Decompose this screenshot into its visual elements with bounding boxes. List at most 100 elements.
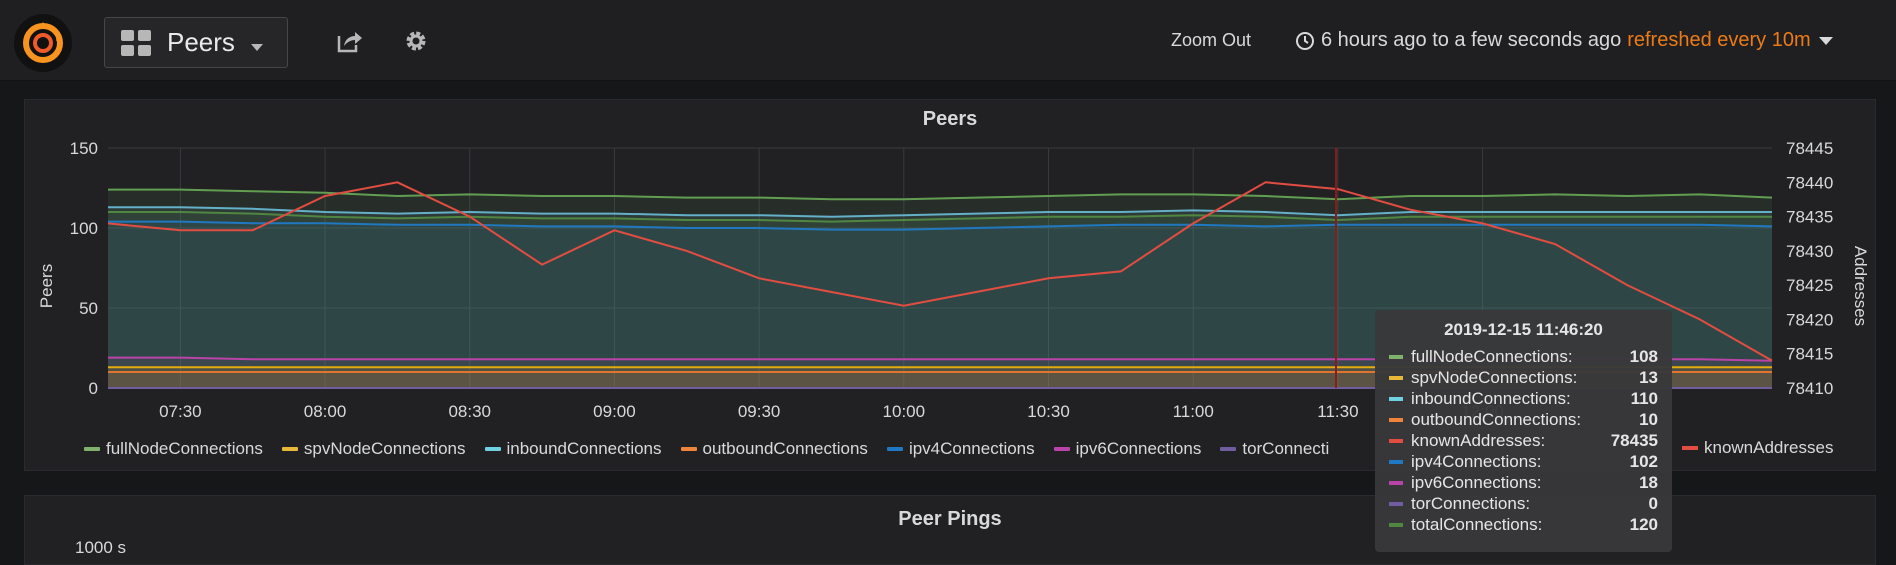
tooltip-series-name: ipv4Connections: — [1411, 451, 1542, 471]
series-tooltip: 2019-12-15 11:46:20 fullNodeConnections:… — [1375, 310, 1672, 552]
legend-item-torConnecti[interactable]: torConnecti — [1220, 438, 1329, 460]
tooltip-swatch — [1389, 375, 1403, 380]
tooltip-row: knownAddresses: 78435 — [1389, 430, 1658, 451]
legend-label: spvNodeConnections — [303, 439, 466, 458]
y-tick-label: 1000 s — [75, 538, 127, 557]
series-area-fullNodeConnections — [108, 189, 1772, 388]
time-range-label: 6 hours ago to a few seconds ago — [1321, 29, 1622, 51]
y2-tick-label: 78430 — [1786, 242, 1833, 261]
series-line-inboundConnections — [108, 206, 1772, 218]
series-line-fullNodeConnections — [108, 188, 1773, 201]
legend-swatch — [680, 447, 697, 451]
tooltip-series-value: 18 — [1639, 472, 1658, 492]
dashboard-title: Peers — [167, 27, 235, 57]
tooltip-series-name: knownAddresses: — [1411, 430, 1546, 450]
tooltip-swatch — [1389, 417, 1403, 422]
series-line-totalConnections — [108, 211, 1772, 223]
legend-swatch — [484, 447, 501, 451]
tooltip-series-value: 110 — [1630, 388, 1658, 408]
tooltip-series-value: 120 — [1629, 514, 1658, 534]
tooltip-series-value: 13 — [1639, 367, 1658, 387]
legend-label: torConnecti — [1242, 439, 1330, 458]
gear-icon[interactable] — [401, 26, 431, 56]
legend-item-ipv6Connections[interactable]: ipv6Connections — [1053, 438, 1202, 460]
x-tick-label: 07:30 — [159, 402, 202, 421]
y2-axis-label: Addresses — [1851, 246, 1870, 326]
legend-label: fullNodeConnections — [106, 439, 263, 458]
legend-label: ipv4Connections — [908, 439, 1035, 458]
grafana-logo-icon[interactable] — [14, 14, 72, 72]
time-range-picker[interactable]: 6 hours ago to a few seconds ago refresh… — [1295, 29, 1833, 52]
panel-title[interactable]: Peers — [922, 108, 978, 130]
legend-item-knownAddresses[interactable]: knownAddresses — [1682, 438, 1833, 458]
chart-legend: fullNodeConnections spvNodeConnections inb… — [84, 438, 1348, 460]
legend-swatch — [1053, 447, 1070, 451]
legend-swatch — [281, 447, 298, 451]
legend-swatch — [84, 447, 100, 451]
tooltip-series-value: 78435 — [1610, 430, 1658, 450]
y-tick-label: 50 — [79, 299, 98, 318]
series-area-outboundConnections — [108, 372, 1772, 388]
tooltip-series-value: 102 — [1629, 451, 1658, 471]
tooltip-swatch — [1389, 354, 1403, 359]
legend-label: ipv6Connections — [1075, 439, 1202, 458]
x-tick-label: 10:00 — [883, 402, 926, 421]
series-line-knownAddresses — [107, 181, 1773, 362]
tooltip-swatch — [1389, 459, 1403, 464]
dashboard-grid-icon — [121, 29, 151, 56]
y-tick-label: 0 — [89, 379, 98, 398]
tooltip-swatch — [1389, 480, 1403, 485]
legend-item-ipv4Connections[interactable]: ipv4Connections — [886, 438, 1035, 460]
tooltip-series-name: totalConnections: — [1411, 514, 1543, 534]
peers-chart[interactable]: 0501001507841078415784207842578430784357… — [0, 0, 1896, 551]
y2-tick-label: 78435 — [1786, 208, 1833, 227]
legend-item-spvNodeConnections[interactable]: spvNodeConnections — [281, 438, 466, 460]
tooltip-series-name: outboundConnections: — [1411, 409, 1582, 429]
x-tick-label: 11:00 — [1173, 402, 1214, 421]
tooltip-swatch — [1389, 438, 1403, 443]
caret-down-icon — [1818, 36, 1833, 45]
panel-title[interactable]: Peer Pings — [898, 508, 1002, 530]
tooltip-swatch — [1389, 522, 1403, 527]
tooltip-timestamp: 2019-12-15 11:46:20 — [1444, 320, 1603, 339]
tooltip-series-value: 0 — [1648, 493, 1658, 513]
tooltip-swatch — [1389, 396, 1403, 401]
y-tick-label: 150 — [70, 139, 98, 158]
y2-tick-label: 78425 — [1786, 276, 1833, 295]
y2-tick-label: 78440 — [1786, 173, 1833, 192]
refresh-interval-label: refreshed every 10m — [1627, 29, 1811, 51]
tooltip-swatch — [1389, 501, 1403, 506]
x-tick-label: 08:00 — [304, 402, 347, 421]
dashboard-picker-button[interactable]: Peers — [104, 17, 288, 68]
y2-tick-label: 78410 — [1786, 379, 1833, 398]
tooltip-series-value: 10 — [1639, 409, 1658, 429]
tooltip-row: totalConnections: 120 — [1389, 514, 1658, 535]
legend-swatch — [1682, 446, 1698, 450]
y2-tick-label: 78415 — [1786, 345, 1833, 364]
share-icon[interactable] — [334, 26, 364, 56]
legend-item-outboundConnections[interactable]: outboundConnections — [680, 438, 868, 460]
x-tick-label: 09:00 — [593, 402, 636, 421]
tooltip-row: spvNodeConnections: 13 — [1389, 367, 1658, 388]
legend-swatch — [886, 447, 903, 451]
y2-tick-label: 78420 — [1786, 310, 1833, 329]
legend-label: inboundConnections — [506, 439, 662, 458]
clock-icon — [1296, 31, 1314, 50]
series-area-totalConnections — [108, 212, 1772, 388]
top-navbar: Peers Zoom Out 6 hours ago to a few seco… — [0, 0, 1896, 81]
tooltip-series-name: fullNodeConnections: — [1411, 346, 1573, 366]
y-axis-label: Peers — [37, 264, 56, 308]
tooltip-series-name: torConnections: — [1411, 493, 1531, 513]
tooltip-row: torConnections: 0 — [1389, 493, 1658, 514]
tooltip-series-name: spvNodeConnections: — [1411, 367, 1578, 387]
legend-item-inboundConnections[interactable]: inboundConnections — [484, 438, 662, 460]
series-line-ipv4Connections — [108, 220, 1773, 231]
legend-item-fullNodeConnections[interactable]: fullNodeConnections — [84, 438, 263, 460]
tooltip-row: inboundConnections: 110 — [1389, 388, 1658, 409]
tooltip-row: ipv6Connections: 18 — [1389, 472, 1658, 493]
legend-swatch — [1220, 447, 1237, 451]
legend-label: outboundConnections — [702, 439, 868, 458]
tooltip-row: outboundConnections: 10 — [1389, 409, 1658, 430]
tooltip-series-name: ipv6Connections: — [1411, 472, 1542, 492]
zoom-out-button[interactable]: Zoom Out — [1171, 30, 1252, 50]
